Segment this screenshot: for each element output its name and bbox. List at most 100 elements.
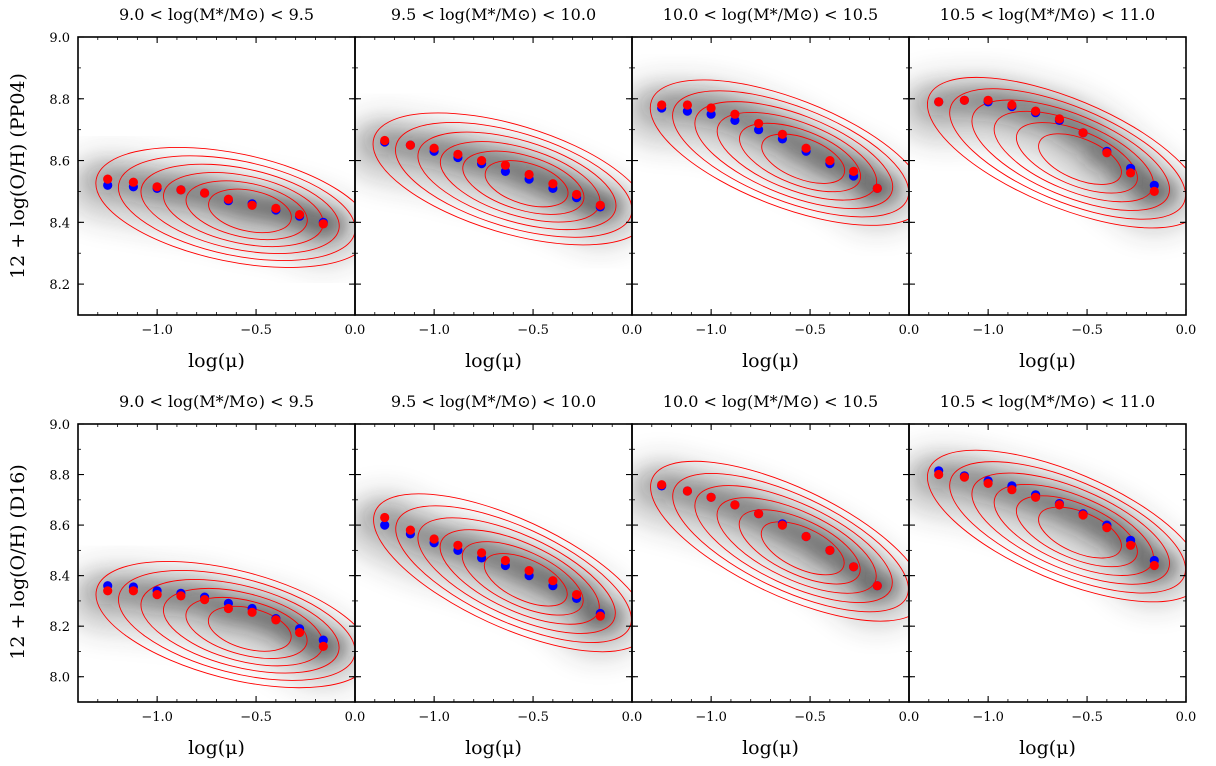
panel-title-r1c4: 10.5 < log(M*/M⊙) < 11.0 — [940, 5, 1155, 24]
red-point-r2c3-1 — [657, 480, 667, 490]
y-tick-label-r2c1-4: 8.6 — [49, 519, 70, 534]
x-axis-label-r2c3: log(μ) — [742, 737, 799, 759]
red-point-r2c4-8 — [1102, 523, 1112, 533]
x-tick-label-r2c4-3: 0.0 — [1176, 710, 1197, 725]
x-tick-label-r2c2-2: −0.5 — [517, 710, 549, 725]
contour-r2c4-2 — [949, 461, 1186, 594]
panel-title-r2c1: 9.0 < log(M*/M⊙) < 9.5 — [119, 392, 314, 411]
red-point-r1c3-2 — [682, 100, 693, 110]
red-point-r1c1-6 — [223, 194, 233, 204]
red-point-r1c4-3 — [983, 95, 993, 105]
contour-r2c2-6 — [483, 553, 568, 607]
y-axis-label-row-1: 12 + log(O/H) (PP04) — [7, 73, 29, 279]
red-series-r1c4 — [934, 95, 1159, 196]
x-tick-label-r1c1-1: −1.0 — [141, 323, 173, 338]
red-point-r1c2-7 — [524, 169, 534, 180]
panel-r2c2: −1.0 −0.5 0.0 log(μ) 9.5 < log(M*/M⊙) < 10.0 — [354, 392, 643, 759]
y-tick-label-r1c1-2: 8.4 — [49, 216, 70, 231]
contour-r2c2-3 — [417, 517, 616, 634]
red-point-r1c2-3 — [429, 143, 439, 153]
contour-r1c3-1 — [649, 79, 909, 226]
panel-r2c1: −1.0 −0.5 0.0 8.0 8.2 8.4 8.6 8.8 9.0 log(μ) 9.0 <… — [49, 392, 365, 759]
red-point-r2c1-8 — [271, 615, 281, 625]
red-point-r1c1-10 — [318, 219, 328, 229]
red-point-r2c1-10 — [318, 641, 328, 652]
red-point-r1c4-4 — [1007, 100, 1017, 110]
contour-lines-r1c3 — [649, 79, 909, 226]
red-point-r1c4-1 — [934, 97, 944, 107]
red-point-r1c1-8 — [271, 203, 281, 213]
red-point-r2c4-9 — [1126, 540, 1136, 550]
red-point-r2c4-6 — [1054, 500, 1064, 510]
red-point-r1c2-8 — [548, 179, 558, 189]
red-point-r1c2-1 — [380, 135, 390, 146]
y-tick-label-r1c1-3: 8.6 — [49, 155, 70, 170]
red-point-r1c3-3 — [706, 103, 716, 113]
red-point-r1c4-8 — [1102, 148, 1112, 158]
x-tick-label-r1c4-1: −1.0 — [972, 323, 1004, 338]
x-tick-label-r2c4-1: −1.0 — [972, 710, 1004, 725]
x-tick-label-r1c4-2: −0.5 — [1071, 323, 1103, 338]
x-tick-label-r1c2-3: 0.0 — [622, 323, 643, 338]
x-tick-label-r2c3-3: 0.0 — [899, 710, 920, 725]
red-point-r2c1-7 — [247, 607, 257, 617]
red-point-r1c3-4 — [730, 109, 740, 119]
y-tick-label-r1c1-4: 8.8 — [49, 93, 70, 108]
red-point-r2c1-5 — [200, 595, 210, 605]
red-point-r2c1-6 — [223, 603, 233, 614]
red-point-r2c4-1 — [934, 469, 944, 480]
y-tick-label-r2c1-6: 9.0 — [49, 418, 70, 433]
contour-r1c2-2 — [395, 122, 632, 238]
red-series-r2c2 — [380, 512, 605, 621]
panel-title-r2c2: 9.5 < log(M*/M⊙) < 10.0 — [391, 392, 596, 411]
red-point-r1c3-7 — [801, 143, 811, 153]
red-point-r1c3-6 — [777, 129, 788, 139]
x-tick-label-r2c1-1: −1.0 — [141, 710, 173, 725]
contour-r2c4-5 — [1015, 495, 1138, 568]
red-point-r1c1-4 — [176, 185, 186, 195]
red-point-r1c1-9 — [295, 210, 305, 220]
red-point-r2c2-5 — [477, 548, 487, 558]
red-point-r1c4-7 — [1078, 128, 1088, 138]
contour-r2c3-3 — [694, 485, 893, 604]
contour-r2c3-1 — [650, 460, 909, 622]
panel-title-r1c2: 9.5 < log(M*/M⊙) < 10.0 — [391, 5, 596, 24]
red-point-r1c4-6 — [1054, 114, 1064, 124]
red-point-r2c3-2 — [682, 486, 693, 496]
red-point-r2c1-3 — [152, 590, 162, 600]
red-series-r1c3 — [657, 100, 882, 193]
contour-r1c3-2 — [672, 90, 909, 218]
panel-title-r2c4: 10.5 < log(M*/M⊙) < 11.0 — [940, 392, 1155, 411]
red-point-r2c3-7 — [801, 531, 811, 542]
contour-r2c3-5 — [738, 509, 861, 585]
x-tick-label-r2c2-3: 0.0 — [622, 710, 643, 725]
red-point-r1c4-10 — [1149, 186, 1159, 196]
y-axis-label-row-2: 12 + log(O/H) (D16) — [7, 464, 29, 660]
red-series-r2c1 — [103, 586, 328, 652]
red-point-r1c1-3 — [152, 182, 162, 192]
contour-r2c1-1 — [95, 561, 355, 689]
panel-grid: −1.0 −0.5 0.0 8.2 8.4 8.6 8.8 9.0 log(μ) 9.0 < lo… — [49, 5, 1197, 759]
red-point-r2c3-10 — [872, 581, 882, 591]
red-point-r1c1-2 — [128, 177, 138, 187]
red-point-r2c3-4 — [730, 500, 740, 510]
red-series-r1c1 — [103, 174, 328, 229]
red-series-r1c2 — [380, 135, 605, 210]
red-point-r2c2-6 — [500, 555, 510, 566]
contour-r1c3-3 — [694, 101, 894, 209]
y-tick-label-r1c1-5: 9.0 — [49, 31, 70, 46]
red-point-r2c3-8 — [825, 545, 835, 556]
panel-r2c4: −1.0 −0.5 0.0 log(μ) 10.5 < log(M*/M⊙) < 11.… — [908, 392, 1197, 759]
x-axis-label-r1c3: log(μ) — [742, 350, 799, 372]
x-axis-label-r1c2: log(μ) — [465, 350, 522, 372]
contour-r1c1-1 — [95, 147, 355, 268]
x-axis-label-r2c2: log(μ) — [465, 737, 522, 759]
blue-point-r2c2-1 — [380, 520, 390, 530]
contour-r2c2-5 — [461, 541, 584, 616]
red-point-r1c4-2 — [959, 95, 970, 105]
red-point-r2c1-2 — [128, 586, 138, 596]
contour-r1c2-1 — [372, 112, 632, 246]
red-point-r2c2-3 — [429, 534, 439, 544]
y-tick-label-r2c1-5: 8.8 — [49, 469, 70, 484]
red-point-r1c4-5 — [1031, 106, 1041, 116]
